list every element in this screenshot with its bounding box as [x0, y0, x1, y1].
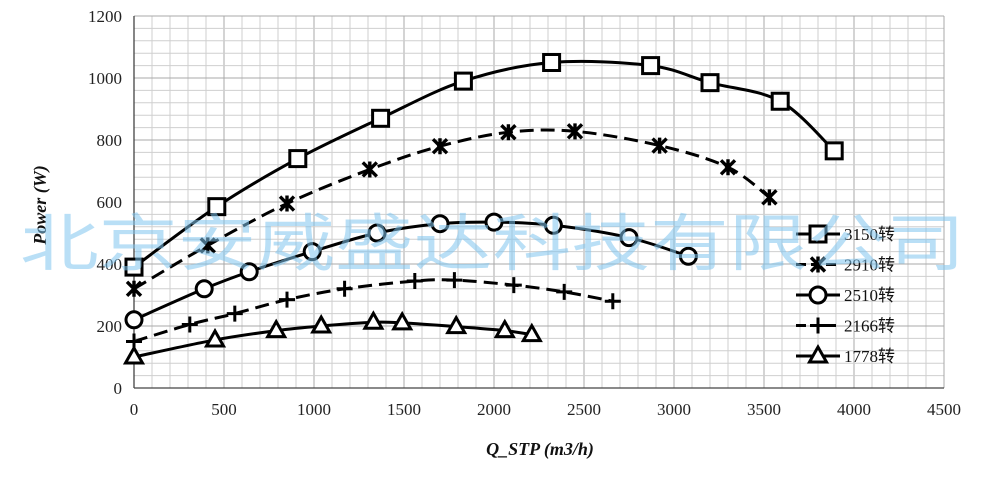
- x-tick-label: 3500: [747, 400, 781, 419]
- data-point: [543, 215, 563, 235]
- legend-marker: [810, 317, 826, 334]
- data-point: [367, 223, 387, 243]
- data-point: [371, 108, 391, 128]
- legend-marker: [808, 224, 828, 244]
- data-point: [678, 246, 698, 266]
- data-point: [566, 123, 584, 140]
- series-layer: [122, 53, 844, 365]
- x-tick-labels: 0 500 1000 1500 2000 2500 3000 3500 4000 4500: [130, 400, 961, 419]
- data-point: [226, 305, 243, 322]
- x-tick-label: 0: [130, 400, 139, 419]
- data-point: [361, 161, 379, 178]
- x-axis-label: Q_STP (m3/h): [486, 439, 594, 460]
- series-1: [124, 53, 844, 277]
- x-tick-label: 4500: [927, 400, 961, 419]
- data-point: [203, 327, 227, 348]
- data-point: [124, 310, 144, 330]
- series-line: [133, 320, 533, 359]
- series-line: [133, 59, 836, 269]
- data-point: [302, 242, 322, 262]
- x-tick-label: 4000: [837, 400, 871, 419]
- series-line: [133, 220, 689, 322]
- legend-item: 2166转: [796, 317, 895, 336]
- y-axis-label: Power (W): [30, 165, 51, 246]
- data-point: [125, 280, 143, 298]
- data-point: [761, 189, 778, 206]
- series-3: [124, 212, 698, 330]
- y-tick-label: 1000: [88, 69, 122, 88]
- data-point: [542, 53, 562, 72]
- data-point: [362, 310, 385, 330]
- data-point: [604, 293, 621, 310]
- series-4: [126, 272, 621, 350]
- legend-marker: [808, 285, 828, 305]
- data-point: [239, 262, 259, 282]
- x-tick-label: 500: [211, 400, 237, 419]
- data-point: [207, 197, 227, 217]
- legend-item: 3150转: [796, 224, 895, 244]
- data-point: [430, 214, 450, 234]
- y-tick-labels: 0 200 400 600 800 1000 1200: [88, 7, 122, 398]
- data-point: [770, 91, 790, 111]
- data-point: [199, 237, 217, 254]
- data-point: [310, 313, 333, 334]
- legend: 3150转 2910转 2510转 2166转 1778转: [796, 224, 895, 366]
- data-point: [278, 195, 296, 212]
- data-point: [453, 71, 473, 91]
- y-tick-label: 0: [114, 379, 123, 398]
- x-tick-label: 2500: [567, 400, 601, 419]
- data-point: [619, 228, 639, 248]
- y-tick-label: 600: [97, 193, 123, 212]
- x-tick-label: 1000: [297, 400, 331, 419]
- data-point: [445, 314, 468, 335]
- data-point: [556, 283, 573, 300]
- data-point: [484, 212, 504, 232]
- y-tick-label: 400: [97, 255, 123, 274]
- data-point: [194, 279, 214, 299]
- data-point: [493, 318, 516, 339]
- series-line: [133, 278, 614, 343]
- data-point: [651, 137, 668, 154]
- legend-label: 2510转: [844, 286, 895, 305]
- data-point: [124, 257, 144, 277]
- data-point: [446, 272, 463, 289]
- y-tick-label: 200: [97, 317, 123, 336]
- legend-item: 1778转: [796, 343, 895, 366]
- legend-marker: [809, 256, 827, 273]
- data-point: [288, 149, 308, 169]
- data-point: [122, 344, 146, 365]
- data-point: [505, 277, 522, 294]
- y-tick-label: 1200: [88, 7, 122, 26]
- x-tick-label: 3000: [657, 400, 691, 419]
- data-point: [431, 137, 449, 155]
- data-point: [500, 124, 517, 141]
- data-point: [391, 310, 414, 331]
- data-point: [700, 73, 720, 93]
- x-tick-label: 1500: [387, 400, 421, 419]
- data-point: [520, 322, 543, 343]
- data-point: [641, 56, 661, 76]
- data-point: [719, 159, 737, 176]
- legend-label: 2166转: [844, 317, 895, 336]
- legend-item: 2510转: [796, 285, 895, 305]
- x-tick-label: 2000: [477, 400, 511, 419]
- series-2: [125, 123, 778, 298]
- data-point: [336, 280, 353, 297]
- series-line: [133, 128, 771, 291]
- legend-marker: [806, 343, 830, 364]
- legend-label: 3150转: [844, 225, 895, 244]
- data-point: [406, 273, 423, 290]
- y-tick-label: 800: [97, 131, 123, 150]
- legend-label: 2910转: [844, 256, 895, 275]
- data-point: [824, 141, 844, 161]
- legend-item: 2910转: [796, 256, 895, 275]
- data-point: [181, 316, 198, 333]
- watermark: 北京安威盛达科技有限公司: [20, 207, 965, 280]
- data-point: [265, 318, 288, 339]
- legend-label: 1778转: [844, 347, 895, 366]
- series-5: [122, 310, 543, 365]
- data-point: [279, 291, 295, 308]
